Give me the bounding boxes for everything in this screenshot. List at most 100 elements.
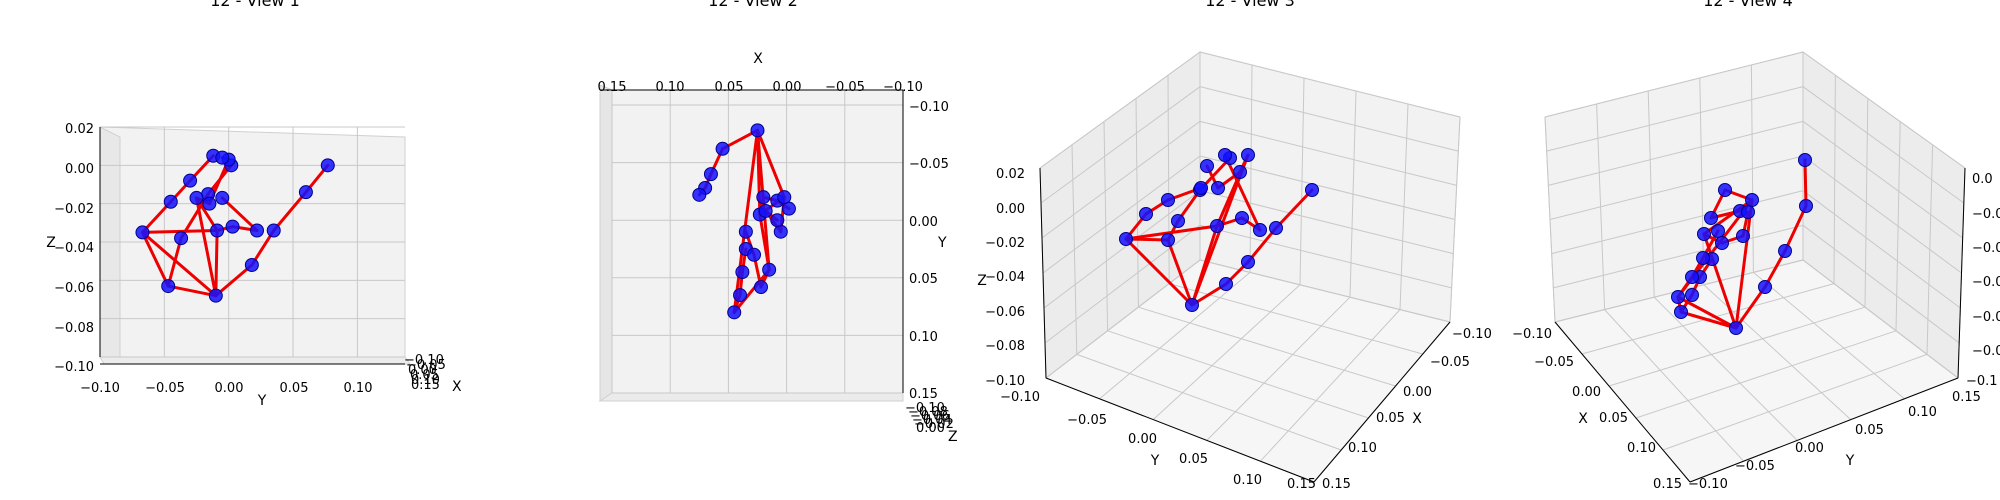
panel-4-bone: [1734, 285, 1767, 330]
panel-4-x-tick: 0.10: [1627, 441, 1656, 456]
panel-4-joint: [1736, 229, 1750, 243]
panel-3-bone: [1223, 153, 1262, 232]
panel-2: 0.15 0.10 0.05 0.00 −0.05 −0.10 X −0.10 …: [598, 51, 958, 445]
panel-2-joint: [727, 305, 742, 320]
panel-2-joint: [747, 247, 762, 262]
panel-2-x-tick: 0.15: [598, 80, 627, 95]
panel-1-joint: [174, 231, 189, 246]
panel-1-x-tick: −0.05: [406, 358, 446, 373]
panel-4-gridline: [1608, 306, 1866, 387]
panel-4-x-tick: −0.05: [1534, 355, 1574, 370]
panel-4-gridline: [1802, 190, 1961, 309]
panel-2-z-tick: −0.10: [905, 401, 945, 416]
panel-4-gridline: [1802, 86, 1965, 204]
panel-4-bone: [1702, 232, 1738, 330]
panel-3-y-ticks: −0.10 −0.05 0.00 0.05 0.10 0.15: [1000, 390, 1316, 492]
panel-3-x-ticks: −0.10 −0.05 0.00 0.05 0.10 0.15: [1322, 327, 1492, 492]
panel-4-gridline: [1549, 155, 1804, 220]
panel-3-gridline: [1260, 309, 1401, 462]
panel-1-side-pane: [99, 126, 121, 365]
panel-3-joint: [1139, 207, 1153, 221]
panel-3-bone: [1124, 224, 1219, 241]
panel-1-y-label: Y: [257, 393, 267, 409]
panel-2-z-ticks: −0.10 −0.08 −0.06 −0.04 −0.02 0.00: [905, 401, 954, 436]
panel-4-gridline: [1753, 272, 1905, 400]
panel-2-x-tick: 0.10: [656, 80, 685, 95]
panel-4-z-tick: −0.0: [1972, 275, 2000, 290]
panel-3-z-tick: 0.02: [996, 167, 1025, 182]
panel-2-joint: [750, 123, 765, 138]
panel-2-joint: [703, 167, 718, 182]
panel-1-bone: [140, 230, 218, 298]
panel-1-x-tick: 0.05: [410, 368, 439, 383]
panel-3-gridline: [1039, 51, 1201, 169]
panel-3-x-label: X: [1412, 411, 1422, 427]
panel-3-gridline: [1199, 51, 1461, 118]
panel-2-z-tick: −0.08: [908, 405, 948, 420]
panel-4-bone: [1734, 198, 1754, 330]
panel-1-z-tick: −0.02: [54, 202, 94, 217]
panel-1-y-tick: 0.05: [280, 381, 309, 396]
panel-1-joint: [244, 258, 259, 272]
panel-2-bone: [758, 212, 771, 272]
panel-4-x-ticks: −0.10 −0.05 0.00 0.05 0.10 0.15: [1512, 327, 1682, 492]
panel-4-title: 12 - View 4: [1703, 0, 1793, 10]
panel-2-x-tick: −0.05: [825, 80, 865, 95]
panel-1-joint: [163, 194, 178, 209]
panel-1-joint: [215, 190, 230, 205]
panel-1-joint: [210, 223, 225, 238]
panel-4-gridline: [1662, 353, 1928, 451]
panel-4-x-label: X: [1578, 411, 1588, 427]
panel-3-bone: [1166, 238, 1194, 307]
panel-4-gridline: [1653, 296, 1798, 441]
panel-3-joint: [1200, 159, 1214, 173]
panel-1-bone: [166, 284, 218, 298]
panel-4-gridline: [1548, 120, 1804, 186]
panel-3-x-tick: 0.15: [1322, 477, 1351, 492]
panel-2-joint: [692, 187, 707, 202]
panel-2-joint: [738, 224, 753, 239]
panel-2-y-tick: 0.00: [909, 215, 938, 230]
panel-3-joint: [1171, 214, 1185, 228]
panel-3-gridline: [1206, 296, 1351, 441]
panel-4-gridline: [1544, 51, 1804, 118]
panel-3-y-tick: 0.15: [1287, 477, 1316, 492]
panel-3-joint: [1119, 232, 1133, 246]
panel-1-joint: [320, 158, 335, 173]
panel-3-x-tick: −0.10: [1452, 327, 1492, 342]
panel-1-bone: [140, 230, 170, 288]
panel-4-joint: [1778, 244, 1792, 258]
panel-4-z-tick: −0.0: [1972, 207, 2000, 222]
panel-3-y-tick: −0.05: [1067, 413, 1107, 428]
panel-1-x-ticks: −0.10 −0.05 0.00 0.05 0.10 0.15: [404, 353, 446, 393]
panel-1-joint: [215, 150, 230, 165]
panel-4-bone: [1783, 204, 1808, 253]
panel-4-gridline: [1802, 259, 1959, 379]
panel-3-gridline: [1099, 272, 1251, 400]
panel-2-joint: [733, 288, 748, 303]
panel-4-z-tick: −0.1: [1966, 374, 1998, 389]
panel-1-z-tick: −0.08: [54, 321, 94, 336]
panel-3-bone: [1246, 226, 1278, 264]
panel-4-joint: [1741, 205, 1755, 219]
panel-4-z-tick: −0.0: [1972, 241, 2000, 256]
panel-3-z-tick: −0.04: [985, 270, 1025, 285]
panel-2-joint: [773, 224, 788, 239]
panel-1-y-tick: −0.05: [145, 381, 185, 396]
panel-2-y-ticks: −0.10 −0.05 0.00 0.05 0.10 0.15: [909, 100, 949, 402]
panel-3-joint: [1194, 181, 1208, 195]
panel-3-bone: [1274, 188, 1314, 230]
panel-1-skeleton: [135, 148, 335, 303]
panel-1-joint: [298, 185, 313, 200]
panel-1-floor-pane: [99, 356, 411, 365]
panel-4-z-ticks: 0.0 −0.0 −0.0 −0.0 −0.0 −0.0 −0.1: [1966, 172, 2000, 389]
panel-2-z-tick: −0.02: [914, 417, 954, 432]
panel-4-x-tick: 0.05: [1599, 411, 1628, 426]
panel-4-z-tick: −0.0: [1972, 344, 2000, 359]
panel-3-title: 12 - View 3: [1205, 0, 1295, 10]
panel-1-z-ticks: 0.02 0.00 −0.02 −0.04 −0.06 −0.08 −0.10: [54, 122, 94, 375]
panel-4-z-axis-line: [1957, 167, 1966, 379]
panel-1-z-tick: 0.02: [65, 122, 94, 137]
panel-1-z-tick: 0.00: [65, 162, 94, 177]
